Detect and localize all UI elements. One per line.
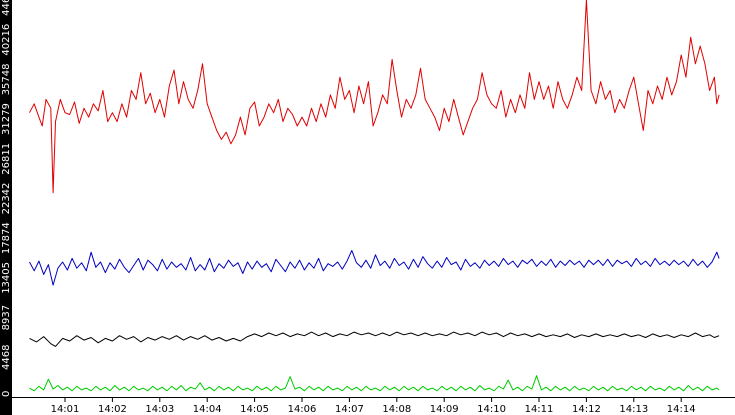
x-tick-label: 14:06 (288, 404, 317, 415)
y-tick-label: 31279 (1, 103, 12, 135)
x-tick-label: 14:04 (193, 404, 222, 415)
x-tick-label: 14:07 (335, 404, 364, 415)
x-tick-label: 14:12 (572, 404, 601, 415)
y-tick-label: 13405 (1, 262, 12, 294)
x-tick-label: 14:14 (667, 404, 696, 415)
series-red-line (29, 0, 720, 194)
x-tick-label: 14:05 (240, 404, 269, 415)
x-tick-label: 14:01 (51, 404, 80, 415)
series-blue-line (29, 249, 720, 286)
x-tick-label: 14:13 (619, 404, 648, 415)
y-tick-label: 35748 (1, 63, 12, 95)
x-tick-label: 14:09 (430, 404, 459, 415)
series-layer (29, 0, 720, 392)
y-tick-label: 8937 (1, 305, 12, 330)
x-axis: 14:01 14:02 14:03 14:04 14:05 14:06 14:07 14:08… (12, 397, 735, 415)
x-tick-label: 14:03 (145, 404, 174, 415)
y-tick-label: 0 (1, 391, 12, 397)
series-black-line (29, 331, 720, 347)
y-axis-band (0, 0, 12, 415)
y-tick-label: 22342 (1, 183, 12, 215)
x-tick-label: 14:02 (98, 404, 127, 415)
x-tick-label: 14:10 (477, 404, 506, 415)
series-green-line (29, 375, 720, 392)
x-tick-label: 14:11 (525, 404, 554, 415)
y-tick-label: 17874 (1, 222, 12, 254)
y-axis: 0 4468 8937 13405 17874 22342 26811 31279 35748 4… (0, 0, 12, 415)
y-tick-label: 26811 (1, 143, 12, 175)
y-tick-label: 40216 (1, 24, 12, 56)
y-tick-label: 4468 (1, 345, 12, 370)
x-tick-label: 14:08 (382, 404, 411, 415)
y-tick-label: 44685 (1, 0, 12, 16)
